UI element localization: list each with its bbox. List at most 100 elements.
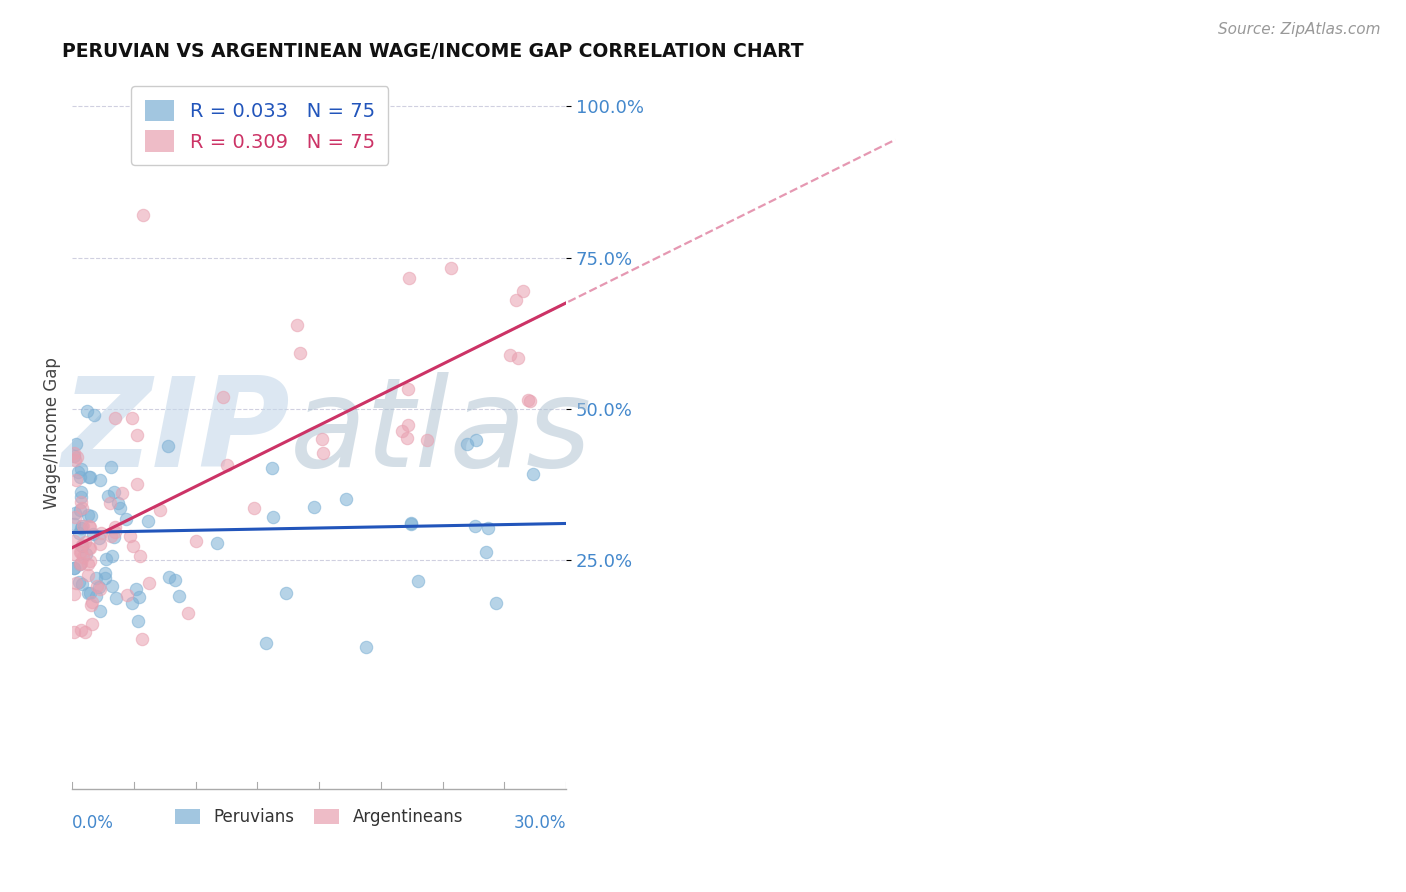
Point [82, 527, 104, 541]
Point [456, 437, 478, 451]
Point [104, 524, 127, 539]
Point [474, 545, 496, 559]
Point [121, 596, 143, 610]
Point [80, 594, 103, 608]
Point [128, 549, 150, 563]
Point [79, 554, 101, 568]
Point [83, 408, 105, 422]
Point [512, 284, 534, 298]
Y-axis label: Wage/Income Gap: Wage/Income Gap [44, 357, 60, 508]
Point [506, 351, 529, 366]
Point [79, 519, 101, 533]
Point [100, 459, 122, 474]
Point [75, 625, 97, 640]
Point [100, 549, 122, 564]
Point [94, 571, 117, 585]
Point [80, 616, 103, 631]
Point [65, 576, 87, 591]
Point [138, 575, 160, 590]
Point [98, 496, 121, 510]
Point [70, 495, 93, 509]
Point [127, 614, 149, 628]
Point [79, 541, 101, 555]
Point [66, 450, 89, 464]
Point [274, 586, 297, 600]
Point [391, 424, 413, 438]
Point [69, 623, 91, 637]
Point [84, 589, 107, 603]
Point [163, 573, 186, 587]
Point [89, 537, 111, 551]
Point [103, 530, 125, 544]
Point [288, 346, 311, 360]
Point [356, 640, 378, 654]
Point [138, 514, 160, 528]
Point [285, 318, 308, 332]
Point [69, 544, 91, 558]
Point [65, 473, 87, 487]
Point [79, 470, 101, 484]
Point [76, 404, 98, 418]
Point [104, 520, 127, 534]
Point [97, 489, 120, 503]
Point [69, 484, 91, 499]
Point [63, 587, 86, 601]
Point [69, 462, 91, 476]
Point [157, 570, 180, 584]
Point [80, 599, 103, 613]
Point [67, 525, 90, 540]
Point [396, 382, 419, 396]
Point [63, 547, 86, 561]
Point [72, 518, 94, 533]
Point [65, 436, 87, 450]
Text: 0.0%: 0.0% [72, 814, 114, 832]
Point [115, 512, 138, 526]
Point [396, 431, 419, 445]
Point [440, 260, 463, 275]
Point [67, 465, 90, 479]
Point [111, 486, 134, 500]
Point [77, 586, 100, 600]
Text: 30.0%: 30.0% [513, 814, 567, 832]
Point [312, 446, 335, 460]
Text: atlas: atlas [290, 372, 592, 493]
Point [104, 410, 127, 425]
Point [464, 518, 486, 533]
Point [69, 558, 91, 572]
Point [84, 571, 107, 585]
Point [77, 567, 100, 582]
Point [89, 604, 111, 618]
Text: PERUVIAN VS ARGENTINEAN WAGE/INCOME GAP CORRELATION CHART: PERUVIAN VS ARGENTINEAN WAGE/INCOME GAP … [62, 42, 804, 61]
Point [63, 533, 86, 548]
Point [499, 348, 522, 362]
Point [70, 538, 93, 552]
Point [477, 521, 499, 535]
Point [205, 536, 228, 550]
Point [177, 606, 200, 620]
Point [121, 411, 143, 425]
Point [262, 461, 284, 475]
Point [107, 495, 129, 509]
Point [335, 492, 357, 507]
Point [157, 439, 180, 453]
Point [63, 516, 86, 531]
Point [70, 556, 93, 570]
Point [70, 520, 93, 534]
Point [128, 591, 150, 605]
Point [75, 535, 97, 549]
Point [77, 541, 100, 555]
Legend: Peruvians, Argentineans: Peruvians, Argentineans [169, 801, 470, 832]
Point [76, 557, 98, 571]
Point [118, 528, 141, 542]
Point [396, 417, 419, 432]
Point [93, 566, 115, 580]
Point [108, 501, 131, 516]
Point [311, 432, 333, 446]
Point [72, 549, 94, 564]
Point [63, 445, 86, 459]
Point [63, 560, 86, 574]
Point [79, 470, 101, 484]
Point [516, 393, 538, 408]
Point [302, 500, 325, 514]
Point [76, 547, 98, 561]
